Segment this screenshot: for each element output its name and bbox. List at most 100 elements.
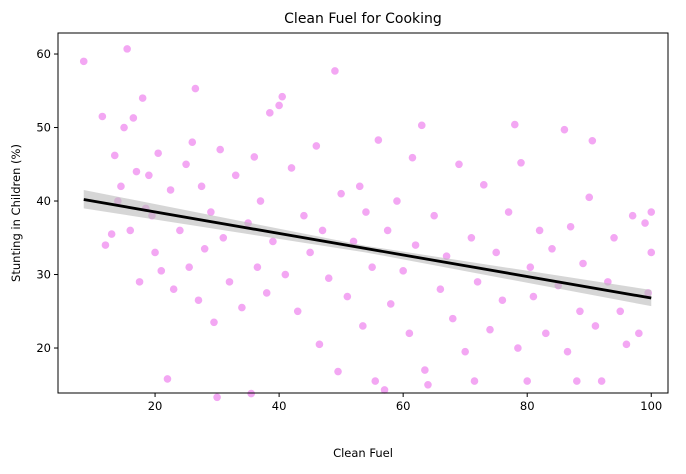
point (317, 225, 328, 236)
point (193, 295, 204, 305)
point (516, 158, 526, 168)
point (392, 196, 402, 206)
point (286, 163, 297, 173)
y-tick-label: 30 (36, 268, 51, 282)
point (314, 339, 325, 349)
point (330, 66, 340, 76)
point (293, 306, 303, 316)
y-tick-label: 60 (36, 47, 51, 61)
y-tick-label: 20 (36, 341, 51, 355)
point (162, 374, 173, 384)
point (246, 388, 256, 399)
point (224, 277, 235, 287)
point (559, 125, 570, 135)
point (429, 211, 439, 221)
point (370, 376, 380, 386)
x-tick-label: 80 (520, 399, 535, 413)
point (196, 181, 207, 191)
point (383, 225, 393, 236)
point (587, 136, 597, 146)
point (79, 56, 89, 66)
point (634, 328, 644, 338)
point (361, 207, 371, 217)
point (469, 376, 480, 386)
point (379, 385, 390, 395)
point (252, 262, 263, 272)
y-tick-label: 40 (36, 194, 51, 208)
point (107, 229, 117, 239)
x-tick-label: 40 (272, 399, 287, 413)
point (119, 122, 129, 133)
point (324, 273, 334, 283)
point (116, 181, 126, 191)
point (497, 295, 507, 305)
point (466, 233, 476, 243)
point (122, 44, 132, 54)
point (566, 222, 576, 232)
point (398, 266, 408, 276)
point (562, 347, 573, 357)
point (231, 170, 241, 180)
point (386, 299, 396, 309)
point (646, 247, 656, 258)
plot-frame (57, 32, 669, 394)
point (535, 225, 545, 236)
point (578, 258, 588, 269)
point (305, 247, 315, 258)
point (190, 83, 200, 94)
x-tick-label: 20 (148, 399, 163, 413)
point (597, 376, 607, 386)
point (144, 170, 154, 180)
point (218, 233, 228, 243)
point (175, 225, 185, 236)
point (299, 211, 309, 221)
y-axis-label: Stunting in Children (%) (9, 144, 23, 282)
point (503, 207, 514, 217)
point (590, 321, 601, 331)
point (404, 328, 414, 338)
point (407, 153, 418, 163)
point (336, 189, 346, 199)
point (479, 180, 489, 190)
x-tick-label: 100 (640, 399, 662, 413)
chart-title: Clean Fuel for Cooking (284, 11, 442, 27)
point (274, 100, 284, 111)
point (181, 159, 191, 169)
point (472, 277, 483, 287)
point (184, 262, 194, 272)
point (255, 196, 266, 206)
point (541, 328, 551, 338)
point (138, 93, 148, 103)
point (100, 240, 111, 250)
trend-line (83, 198, 652, 300)
point (215, 144, 225, 155)
point (621, 339, 632, 349)
point (435, 284, 445, 294)
point (367, 262, 377, 272)
point (525, 262, 535, 272)
point (522, 376, 532, 386)
point (547, 244, 557, 254)
point (454, 159, 464, 169)
point (460, 347, 470, 357)
point (528, 291, 539, 302)
point (646, 207, 656, 217)
point (355, 181, 365, 191)
point (150, 247, 160, 258)
point (615, 306, 625, 316)
point (420, 365, 430, 375)
x-tick-label: 60 (396, 399, 411, 413)
point (513, 343, 523, 353)
point (169, 284, 179, 294)
point (373, 135, 383, 145)
point (110, 150, 120, 161)
point (280, 269, 290, 280)
point (640, 218, 650, 228)
point (333, 366, 343, 377)
point (200, 244, 210, 254)
point (237, 302, 247, 313)
point (609, 233, 619, 243)
point (510, 119, 520, 130)
point (417, 120, 427, 130)
